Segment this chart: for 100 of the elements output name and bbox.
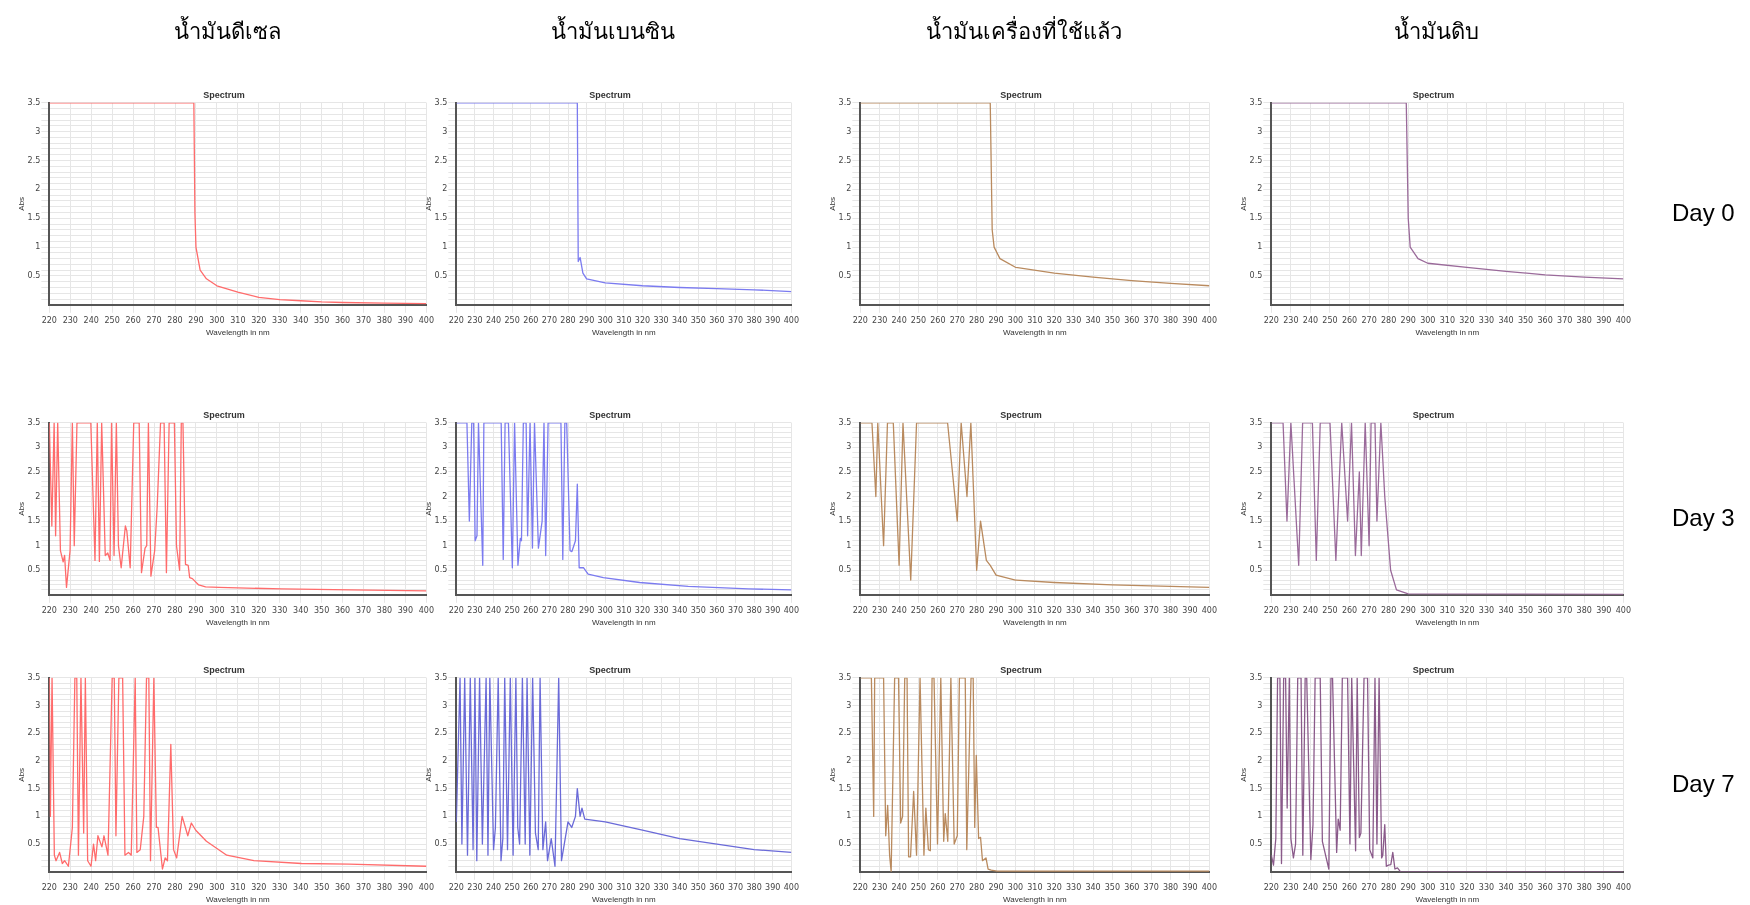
y-tick-label: 3.5	[838, 672, 852, 682]
y-tick-label: 1	[35, 811, 41, 821]
y-tick-label: 2	[442, 491, 448, 501]
y-tick-label: 3.5	[1249, 97, 1263, 107]
y-tick-label: 0.5	[1249, 271, 1263, 281]
y-tick-label: 2.5	[838, 728, 852, 738]
x-axis-title: Wavelength in nm	[591, 328, 657, 338]
x-tick-label: 290	[578, 882, 595, 892]
x-tick-label: 350	[313, 605, 330, 615]
x-tick-label: 360	[334, 605, 351, 615]
x-tick-label: 340	[1085, 315, 1101, 325]
x-tick-label: 300	[209, 605, 225, 615]
x-tick-label: 330	[653, 882, 669, 892]
y-tick-label: 1.5	[838, 213, 852, 223]
x-tick-label: 240	[485, 315, 502, 325]
x-tick-label: 230	[872, 882, 888, 892]
x-tick-label: 240	[83, 605, 99, 615]
text: น้ำมันดิบ	[1394, 15, 1479, 46]
x-tick-label: 230	[62, 315, 78, 325]
y-tick-label: 0.5	[1249, 839, 1263, 849]
x-tick-label: 300	[209, 315, 225, 325]
x-tick-label: 320	[251, 882, 267, 892]
chart-title: Spectrum	[589, 409, 631, 420]
x-tick-label: 220	[41, 315, 57, 325]
x-axis-title: Wavelength in nm	[591, 895, 657, 905]
y-axis-title: Abs	[424, 767, 433, 782]
x-tick-label: 380	[376, 882, 393, 892]
y-tick-label: 2	[442, 184, 448, 194]
x-tick-label: 380	[376, 605, 393, 615]
y-tick-label: 0.5	[434, 839, 448, 849]
x-tick-label: 250	[504, 605, 520, 615]
y-tick-label: 3.5	[838, 417, 852, 427]
y-tick-label: 3	[846, 126, 852, 136]
y-tick-label: 2.5	[27, 728, 41, 738]
x-tick-label: 350	[690, 315, 706, 325]
x-tick-label: 400	[1615, 605, 1632, 615]
x-tick-label: 220	[448, 882, 464, 892]
x-tick-label: 340	[293, 315, 309, 325]
x-tick-label: 290	[188, 315, 204, 325]
x-tick-label: 240	[1302, 882, 1319, 892]
y-tick-label: 2.5	[838, 467, 852, 477]
x-tick-label: 260	[523, 882, 539, 892]
x-tick-label: 360	[1537, 605, 1553, 615]
x-tick-label: 280	[1381, 605, 1397, 615]
chart-title: Spectrum	[1000, 664, 1042, 675]
x-tick-label: 340	[1498, 882, 1514, 892]
y-tick-label: 3.5	[434, 672, 448, 682]
x-tick-label: 230	[872, 605, 888, 615]
x-tick-label: 330	[1065, 882, 1082, 892]
y-tick-label: 1.5	[434, 213, 448, 223]
y-axis-title: Abs	[828, 767, 837, 782]
x-tick-label: 330	[272, 882, 288, 892]
x-tick-label: 230	[1283, 605, 1299, 615]
text: Day 7	[1672, 770, 1735, 798]
x-tick-label: 290	[578, 315, 595, 325]
x-tick-label: 270	[1361, 882, 1377, 892]
x-tick-label: 360	[1124, 605, 1140, 615]
x-tick-label: 360	[1537, 882, 1553, 892]
x-tick-label: 250	[104, 882, 120, 892]
x-tick-label: 350	[1104, 605, 1121, 615]
x-tick-label: 220	[1263, 882, 1279, 892]
x-tick-label: 300	[209, 882, 225, 892]
chart-title: Spectrum	[203, 409, 245, 420]
y-tick-label: 0.5	[1249, 565, 1263, 575]
y-tick-label: 2.5	[1249, 467, 1263, 477]
y-tick-label: 2	[35, 491, 41, 501]
x-tick-label: 290	[188, 882, 204, 892]
y-tick-label: 1	[35, 540, 41, 550]
x-tick-label: 370	[1143, 605, 1159, 615]
x-tick-label: 260	[523, 315, 539, 325]
x-tick-label: 400	[783, 882, 800, 892]
y-tick-label: 3	[442, 442, 448, 452]
x-tick-label: 250	[1322, 605, 1338, 615]
x-tick-label: 220	[41, 882, 57, 892]
x-tick-label: 250	[1322, 315, 1338, 325]
x-tick-label: 280	[1381, 315, 1397, 325]
y-tick-label: 2	[1257, 491, 1263, 501]
x-tick-label: 300	[1007, 605, 1024, 615]
x-tick-label: 370	[1143, 315, 1159, 325]
y-tick-label: 0.5	[27, 271, 41, 281]
y-tick-label: 2	[35, 184, 41, 194]
x-tick-label: 270	[1361, 315, 1377, 325]
x-tick-label: 330	[272, 605, 288, 615]
x-tick-label: 320	[634, 315, 651, 325]
x-tick-label: 280	[560, 605, 576, 615]
chart-title: Spectrum	[589, 89, 631, 100]
text: น้ำมันเบนซิน	[551, 15, 675, 46]
x-tick-label: 350	[1517, 882, 1534, 892]
x-tick-label: 260	[1341, 315, 1358, 325]
x-tick-label: 240	[891, 605, 907, 615]
x-tick-label: 260	[523, 605, 539, 615]
x-tick-label: 280	[1381, 882, 1397, 892]
text: น้ำมันดีเซล	[173, 15, 281, 46]
x-tick-label: 390	[397, 605, 414, 615]
y-tick-label: 3.5	[434, 417, 448, 427]
y-axis-title: Abs	[17, 196, 26, 211]
x-tick-label: 380	[1576, 315, 1592, 325]
x-tick-label: 300	[1420, 605, 1436, 615]
x-tick-label: 230	[1283, 315, 1299, 325]
y-tick-label: 3.5	[27, 97, 41, 107]
